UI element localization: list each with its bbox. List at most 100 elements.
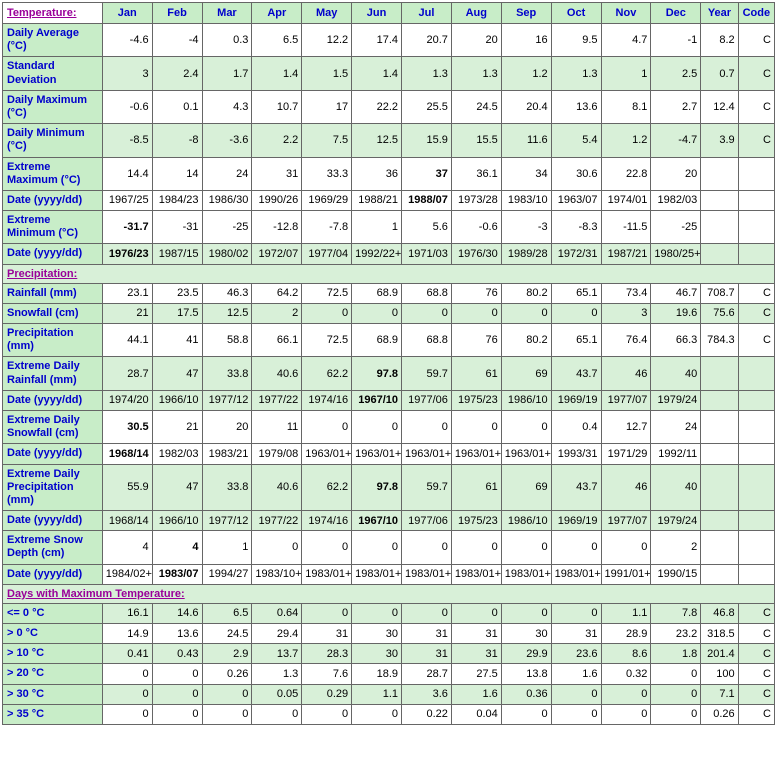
col-code: Code: [738, 3, 774, 24]
cell: C: [738, 624, 774, 644]
cell: 40: [651, 357, 701, 390]
cell: 14.6: [152, 603, 202, 623]
row-label: Extreme Daily Precipitation (mm): [3, 464, 103, 511]
cell: 31: [402, 644, 452, 664]
table-row: > 20 °C000.261.37.618.928.727.513.81.60.…: [3, 664, 775, 684]
cell: C: [738, 303, 774, 323]
cell: 1983/01+: [302, 564, 352, 584]
cell: -25: [202, 211, 252, 244]
cell: 76.4: [601, 324, 651, 357]
row-label: Daily Average (°C): [3, 24, 103, 57]
cell: 15.9: [402, 124, 452, 157]
cell: [738, 511, 774, 531]
row-label: Date (yyyy/dd): [3, 244, 103, 264]
cell: 21: [152, 410, 202, 443]
cell: 24.5: [202, 624, 252, 644]
cell: 0: [551, 603, 601, 623]
cell: 61: [451, 357, 501, 390]
cell: 0.64: [252, 603, 302, 623]
cell: 1969/19: [551, 390, 601, 410]
cell: 64.2: [252, 283, 302, 303]
cell: 69: [501, 357, 551, 390]
cell: 12.7: [601, 410, 651, 443]
cell: 1979/08: [252, 444, 302, 464]
cell: 1.2: [501, 57, 551, 90]
row-label: Extreme Minimum (°C): [3, 211, 103, 244]
cell: 1967/10: [352, 390, 402, 410]
table-row: <= 0 °C16.114.66.50.640000001.17.846.8C: [3, 603, 775, 623]
cell: 0: [451, 603, 501, 623]
cell: 1983/01+: [402, 564, 452, 584]
cell: 0: [152, 704, 202, 724]
cell: 7.1: [701, 684, 738, 704]
table-row: Daily Average (°C)-4.6-40.36.512.217.420…: [3, 24, 775, 57]
cell: 46.3: [202, 283, 252, 303]
cell: -11.5: [601, 211, 651, 244]
cell: 33.8: [202, 464, 252, 511]
cell: 46: [601, 357, 651, 390]
table-row: Extreme Maximum (°C)14.414243133.3363736…: [3, 157, 775, 190]
cell: [701, 390, 738, 410]
cell: 12.5: [352, 124, 402, 157]
cell: 1983/01+: [352, 564, 402, 584]
cell: 1969/19: [551, 511, 601, 531]
cell: 0: [651, 664, 701, 684]
row-label: Extreme Daily Rainfall (mm): [3, 357, 103, 390]
cell: [701, 444, 738, 464]
table-row: Date (yyyy/dd)1976/231987/151980/021972/…: [3, 244, 775, 264]
cell: 1989/28: [501, 244, 551, 264]
cell: 4.3: [202, 90, 252, 123]
section-header-1: Precipitation:: [3, 264, 775, 283]
cell: 46.7: [651, 283, 701, 303]
cell: 0: [102, 664, 152, 684]
cell: 1980/25+: [651, 244, 701, 264]
cell: 1.3: [551, 57, 601, 90]
cell: 0: [352, 303, 402, 323]
table-row: Snowfall (cm)2117.512.52000000319.675.6C: [3, 303, 775, 323]
cell: 22.2: [352, 90, 402, 123]
cell: 1977/06: [402, 511, 452, 531]
cell: 1986/30: [202, 190, 252, 210]
row-label: Date (yyyy/dd): [3, 511, 103, 531]
cell: C: [738, 90, 774, 123]
cell: 68.9: [352, 283, 402, 303]
col-may: May: [302, 3, 352, 24]
cell: 1990/26: [252, 190, 302, 210]
cell: 0: [302, 531, 352, 564]
cell: 20: [651, 157, 701, 190]
cell: 1.4: [252, 57, 302, 90]
cell: 1.3: [252, 664, 302, 684]
table-row: Extreme Snow Depth (cm)441000000002: [3, 531, 775, 564]
col-nov: Nov: [601, 3, 651, 24]
cell: 0: [501, 303, 551, 323]
col-apr: Apr: [252, 3, 302, 24]
cell: 1972/31: [551, 244, 601, 264]
cell: 1973/28: [451, 190, 501, 210]
cell: 0.4: [551, 410, 601, 443]
cell: 1977/12: [202, 511, 252, 531]
cell: -8.5: [102, 124, 152, 157]
cell: 1972/07: [252, 244, 302, 264]
cell: 1988/21: [352, 190, 402, 210]
cell: 13.7: [252, 644, 302, 664]
cell: 0: [402, 303, 452, 323]
cell: 1975/23: [451, 511, 501, 531]
cell: 20: [451, 24, 501, 57]
cell: -25: [651, 211, 701, 244]
cell: 1976/23: [102, 244, 152, 264]
cell: 1.2: [601, 124, 651, 157]
col-oct: Oct: [551, 3, 601, 24]
section-temperature-header: Temperature:: [3, 3, 103, 24]
cell: 4: [102, 531, 152, 564]
cell: 2.9: [202, 644, 252, 664]
cell: 0: [402, 410, 452, 443]
cell: 12.2: [302, 24, 352, 57]
cell: 1: [352, 211, 402, 244]
cell: 1992/11: [651, 444, 701, 464]
cell: 15.5: [451, 124, 501, 157]
cell: 20: [202, 410, 252, 443]
row-label: Extreme Maximum (°C): [3, 157, 103, 190]
cell: 24: [202, 157, 252, 190]
cell: 59.7: [402, 464, 452, 511]
cell: 31: [451, 644, 501, 664]
